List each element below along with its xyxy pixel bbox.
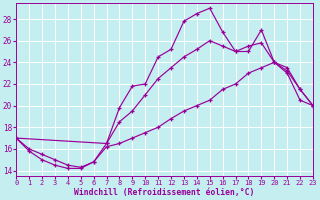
X-axis label: Windchill (Refroidissement éolien,°C): Windchill (Refroidissement éolien,°C) (74, 188, 255, 197)
